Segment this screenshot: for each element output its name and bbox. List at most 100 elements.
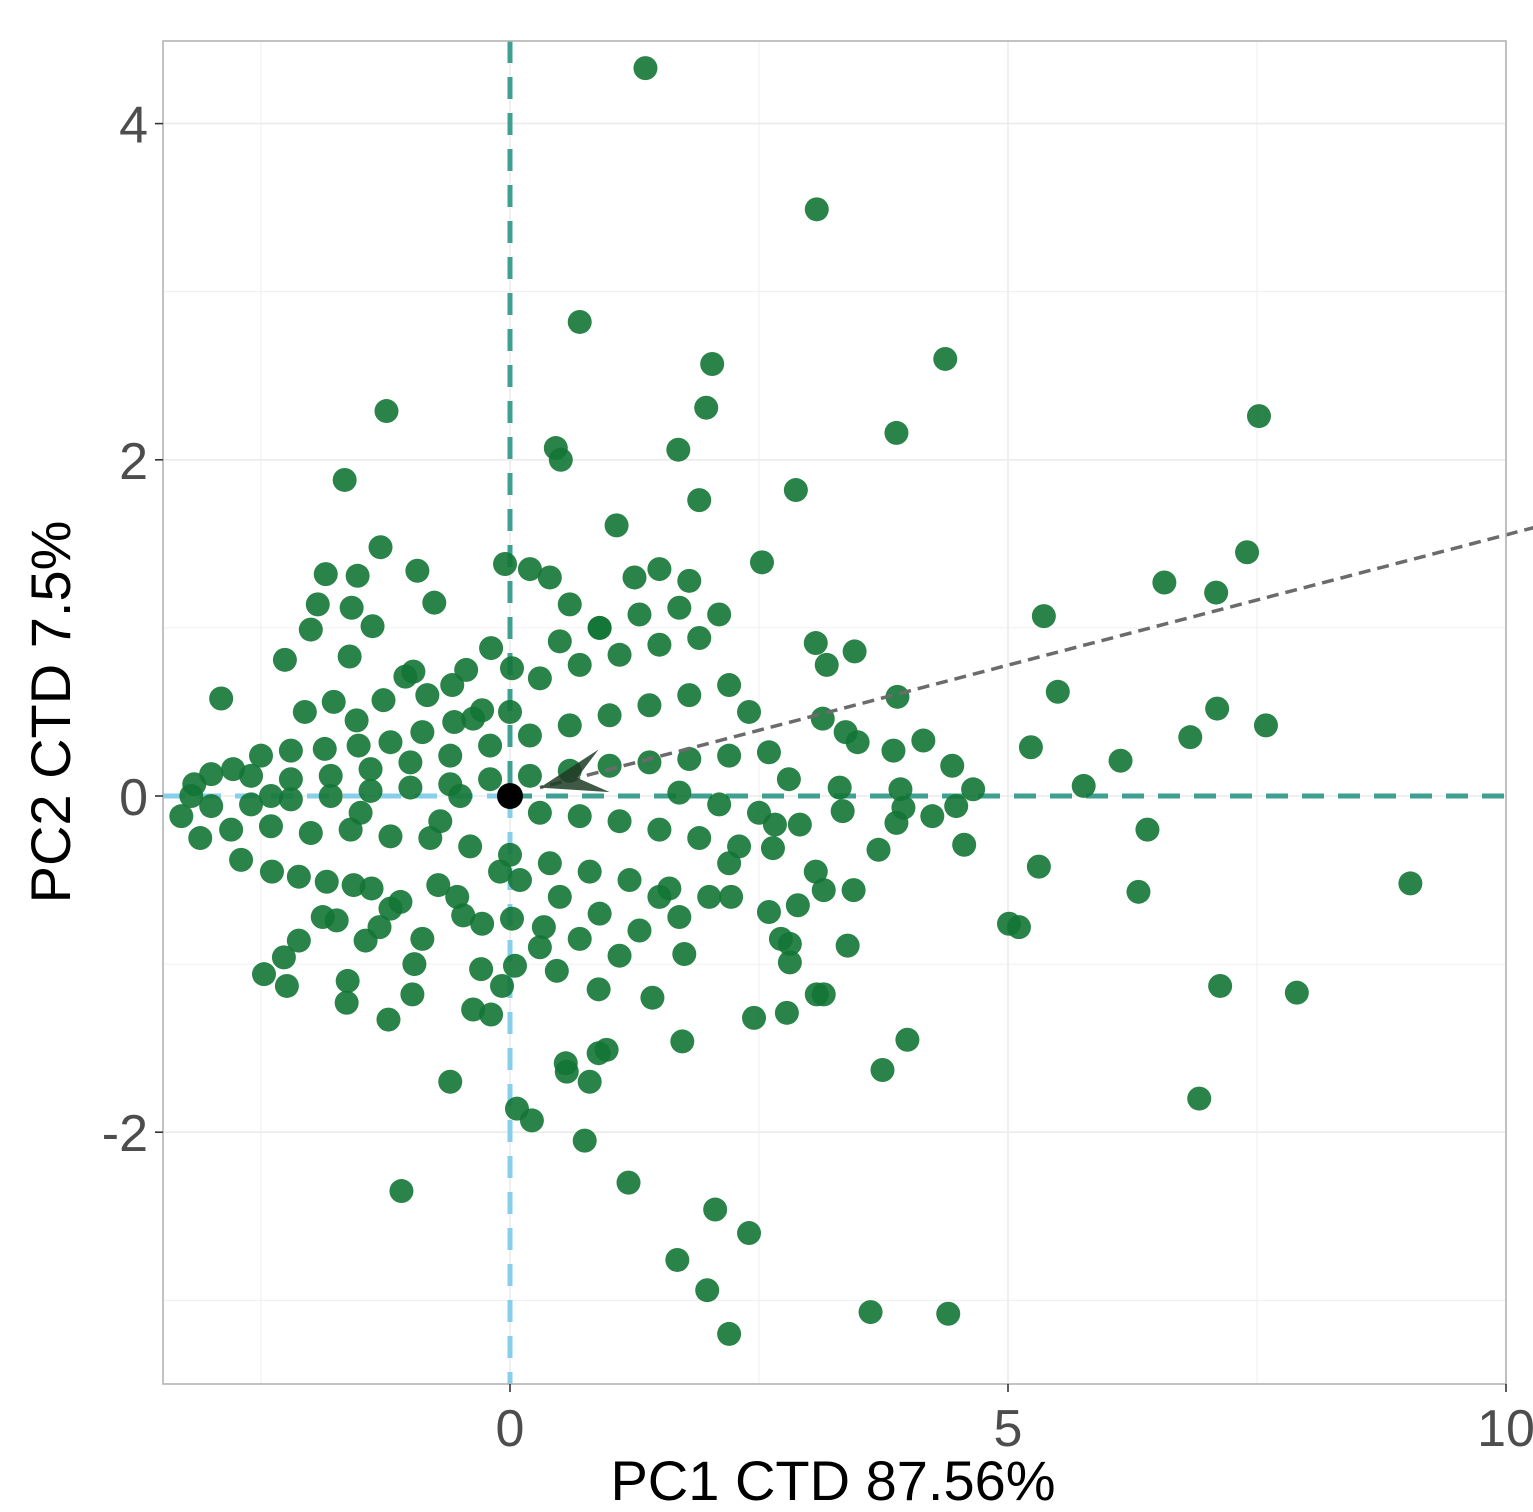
scatter-point bbox=[1253, 713, 1278, 738]
scatter-point bbox=[717, 673, 742, 698]
scatter-point bbox=[777, 950, 802, 975]
scatter-point bbox=[803, 631, 828, 656]
scatter-point bbox=[1284, 980, 1309, 1005]
scatter-point bbox=[219, 817, 244, 842]
scatter-point bbox=[737, 1221, 762, 1246]
scatter-point bbox=[493, 552, 518, 577]
scatter-point bbox=[502, 953, 527, 978]
scatter-point bbox=[597, 753, 622, 778]
scatter-point bbox=[1398, 871, 1423, 896]
loading-arrow-head bbox=[539, 749, 610, 793]
scatter-point bbox=[756, 740, 781, 765]
scatter-point bbox=[400, 982, 425, 1007]
scatter-point bbox=[440, 673, 465, 698]
scatter-point bbox=[572, 1128, 597, 1153]
scatter-point bbox=[827, 775, 852, 800]
scatter-point bbox=[749, 550, 774, 575]
scatter-point bbox=[667, 905, 692, 930]
y-tick-label: 0 bbox=[119, 769, 148, 827]
scatter-point bbox=[388, 889, 413, 914]
scatter-point bbox=[448, 784, 473, 808]
scatter-point bbox=[278, 738, 303, 763]
scatter-point bbox=[499, 906, 524, 931]
scatter-point bbox=[324, 908, 349, 933]
scatter-point bbox=[622, 565, 647, 590]
scatter-point bbox=[884, 420, 909, 445]
scatter-point bbox=[557, 592, 582, 617]
scatter-point bbox=[378, 730, 403, 755]
scatter-point bbox=[405, 558, 430, 583]
scatter-point bbox=[426, 873, 451, 898]
scatter-point bbox=[298, 820, 323, 845]
scatter-point bbox=[488, 859, 513, 884]
scatter-point bbox=[527, 800, 552, 825]
scatter-point bbox=[554, 1059, 579, 1084]
scatter-point bbox=[378, 824, 403, 849]
scatter-point bbox=[1152, 570, 1177, 595]
scatter-point bbox=[586, 1041, 611, 1066]
scatter-point bbox=[697, 884, 722, 909]
scatter-point bbox=[531, 915, 556, 940]
scatter-point bbox=[1031, 604, 1056, 629]
scatter-point bbox=[339, 595, 364, 620]
scatter-point bbox=[374, 399, 399, 424]
scatter-point bbox=[318, 784, 343, 808]
scatter-point bbox=[1208, 973, 1233, 998]
scatter-point bbox=[286, 864, 311, 889]
scatter-point bbox=[1246, 404, 1271, 429]
scatter-point bbox=[341, 873, 366, 898]
scatter-point bbox=[422, 590, 447, 615]
scatter-point bbox=[544, 958, 569, 983]
scatter-point bbox=[507, 868, 532, 893]
scatter-point bbox=[537, 851, 562, 876]
scatter-point bbox=[259, 859, 284, 884]
scatter-point bbox=[470, 911, 495, 936]
scatter-point bbox=[389, 1179, 414, 1204]
scatter-point bbox=[952, 832, 977, 857]
scatter-point bbox=[667, 780, 692, 805]
scatter-point bbox=[1187, 1086, 1212, 1111]
scatter-point bbox=[567, 309, 592, 334]
scatter-point bbox=[451, 903, 476, 928]
x-tick-label: 10 bbox=[1477, 1400, 1533, 1458]
scatter-point bbox=[700, 351, 725, 376]
scatter-point bbox=[519, 1108, 544, 1133]
scatter-point bbox=[627, 918, 652, 943]
scatter-point bbox=[895, 1027, 920, 1052]
scatter-point bbox=[199, 794, 224, 819]
scatter-point bbox=[604, 513, 629, 538]
scatter-point bbox=[1006, 915, 1031, 940]
scatter-point bbox=[616, 1170, 641, 1195]
y-axis-ticks: -2 0 2 4 bbox=[102, 97, 163, 1163]
scatter-point bbox=[944, 794, 969, 819]
scatter-point bbox=[961, 777, 986, 802]
scatter-point bbox=[402, 952, 427, 977]
scatter-point bbox=[358, 778, 383, 803]
scatter-point bbox=[637, 750, 662, 775]
panel-background bbox=[163, 41, 1506, 1384]
loading-arrow-line bbox=[539, 525, 1533, 790]
scatter-point bbox=[376, 1007, 401, 1032]
scatter-point bbox=[188, 826, 213, 851]
scatter-point bbox=[577, 859, 602, 884]
scatter-point bbox=[334, 990, 359, 1015]
scatter-point bbox=[783, 478, 808, 503]
scatter-point bbox=[677, 747, 702, 772]
scatter-point bbox=[717, 743, 742, 768]
scatter-point bbox=[1045, 679, 1070, 704]
scatter-point bbox=[695, 1278, 720, 1303]
scatter-point bbox=[179, 784, 204, 808]
scatter-point bbox=[367, 915, 392, 940]
scatter-point bbox=[438, 743, 463, 768]
scatter-point bbox=[719, 884, 744, 909]
scatter-point bbox=[401, 659, 426, 684]
scatter-point bbox=[717, 851, 742, 876]
scatter-point bbox=[717, 1321, 742, 1346]
scatter-point bbox=[358, 757, 383, 782]
scatter-point bbox=[547, 629, 572, 654]
scatter-point bbox=[445, 884, 470, 909]
scatter-point bbox=[517, 557, 542, 582]
scatter-point bbox=[842, 639, 867, 664]
scatter-point bbox=[286, 928, 311, 953]
